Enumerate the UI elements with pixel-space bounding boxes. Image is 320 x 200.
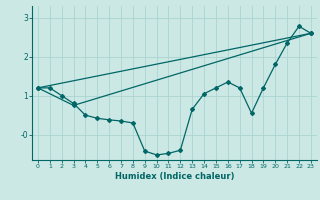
X-axis label: Humidex (Indice chaleur): Humidex (Indice chaleur) xyxy=(115,172,234,181)
